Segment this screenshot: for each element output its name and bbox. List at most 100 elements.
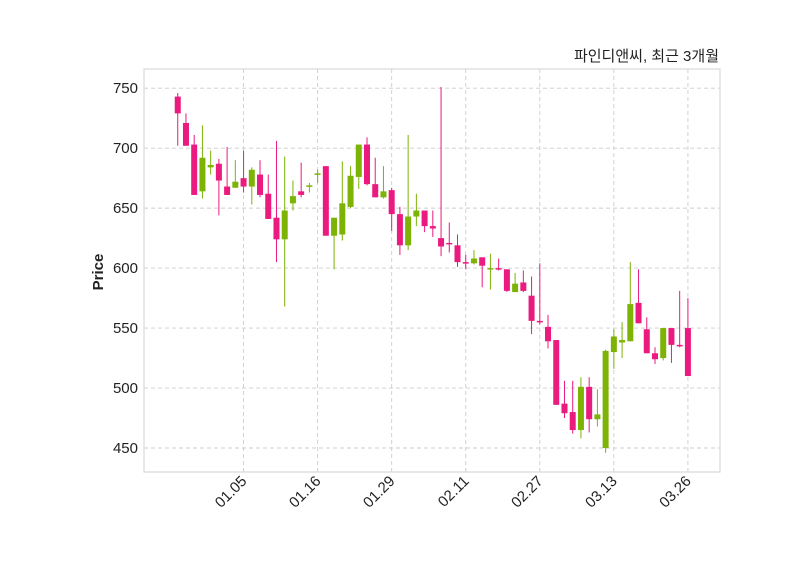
y-tick-label: 650 bbox=[113, 200, 138, 217]
candle bbox=[199, 125, 206, 199]
candle-body bbox=[545, 326, 552, 342]
candle bbox=[619, 322, 626, 359]
y-tick-label: 700 bbox=[113, 140, 138, 157]
x-tick-label: 01.16 bbox=[286, 473, 325, 512]
candle-body bbox=[273, 217, 280, 240]
candle bbox=[627, 262, 634, 342]
candle bbox=[536, 263, 543, 325]
candle bbox=[174, 92, 181, 146]
candle-body bbox=[627, 304, 634, 342]
candle bbox=[240, 150, 247, 193]
candle bbox=[265, 174, 272, 219]
candle-body bbox=[257, 174, 264, 195]
candle-body bbox=[191, 144, 198, 195]
candle bbox=[182, 113, 189, 146]
candle bbox=[273, 140, 280, 263]
y-tick-label: 500 bbox=[113, 380, 138, 397]
candle bbox=[232, 160, 239, 188]
candle bbox=[257, 160, 264, 198]
candle-body bbox=[668, 328, 675, 345]
chart-title: 파인디앤씨, 최근 3개월 bbox=[573, 48, 719, 65]
candle bbox=[363, 137, 370, 186]
candle-body bbox=[660, 328, 667, 359]
candle bbox=[446, 222, 453, 253]
candle bbox=[429, 210, 436, 237]
candle bbox=[602, 349, 609, 453]
candle-body bbox=[298, 191, 305, 195]
candle-body bbox=[536, 320, 543, 323]
candle-body bbox=[561, 403, 568, 414]
candle bbox=[553, 340, 560, 405]
candle bbox=[470, 250, 477, 265]
candle-body bbox=[314, 173, 321, 175]
candle bbox=[405, 134, 412, 251]
candle bbox=[668, 328, 675, 363]
candle bbox=[372, 157, 379, 198]
candle-body bbox=[429, 226, 436, 229]
candle bbox=[207, 150, 214, 175]
candle-body bbox=[503, 269, 510, 291]
candle-body bbox=[586, 386, 593, 420]
candle bbox=[487, 253, 494, 290]
candle bbox=[438, 86, 445, 257]
y-tick-label: 600 bbox=[113, 260, 138, 277]
candle-body bbox=[495, 268, 502, 270]
candle-body bbox=[438, 238, 445, 247]
plot-frame bbox=[143, 68, 721, 473]
candle bbox=[314, 169, 321, 183]
candle-body bbox=[405, 216, 412, 246]
candle-body bbox=[372, 184, 379, 198]
candle-body bbox=[528, 295, 535, 321]
candle bbox=[289, 180, 296, 211]
candle-body bbox=[553, 340, 560, 405]
candle bbox=[520, 270, 527, 293]
candles bbox=[174, 86, 691, 453]
candle-body bbox=[577, 386, 584, 431]
candle-body bbox=[281, 210, 288, 240]
candle-body bbox=[421, 210, 428, 227]
x-tick-label: 02.27 bbox=[508, 473, 547, 512]
candle bbox=[298, 162, 305, 198]
candle-body bbox=[651, 353, 658, 360]
candle bbox=[355, 144, 362, 189]
candle bbox=[339, 161, 346, 241]
candle-body bbox=[462, 262, 469, 264]
candle bbox=[224, 146, 231, 195]
candle-body bbox=[512, 283, 519, 293]
candle-body bbox=[676, 344, 683, 347]
candle-body bbox=[487, 268, 494, 270]
candle-body bbox=[479, 257, 486, 266]
y-axis-ticks: 450 500 550 600 650 700 750 bbox=[113, 80, 138, 457]
candle-body bbox=[339, 203, 346, 235]
candle-body bbox=[207, 164, 214, 168]
grid bbox=[144, 69, 720, 472]
candle bbox=[281, 156, 288, 307]
candle bbox=[684, 298, 691, 377]
candle-body bbox=[306, 185, 313, 187]
candle-body bbox=[199, 157, 206, 192]
candle-body bbox=[470, 258, 477, 264]
candle bbox=[610, 329, 617, 369]
candle-body bbox=[248, 169, 255, 187]
candle bbox=[191, 134, 198, 195]
candle bbox=[676, 290, 683, 348]
candle bbox=[322, 166, 329, 236]
candle bbox=[454, 234, 461, 267]
candle bbox=[215, 158, 222, 216]
candle bbox=[495, 258, 502, 271]
x-tick-label: 03.26 bbox=[656, 473, 695, 512]
candle bbox=[380, 166, 387, 199]
candle-body bbox=[388, 190, 395, 215]
candle-body bbox=[240, 178, 247, 187]
candle-body bbox=[594, 414, 601, 420]
candle bbox=[248, 167, 255, 205]
candle bbox=[577, 377, 584, 439]
candle bbox=[512, 272, 519, 293]
candle-body bbox=[265, 193, 272, 219]
candle-body bbox=[182, 122, 189, 146]
candle bbox=[545, 314, 552, 349]
candle-body bbox=[174, 96, 181, 114]
y-tick-label: 550 bbox=[113, 320, 138, 337]
x-tick-label: 01.29 bbox=[360, 473, 399, 512]
candle-body bbox=[380, 191, 387, 198]
